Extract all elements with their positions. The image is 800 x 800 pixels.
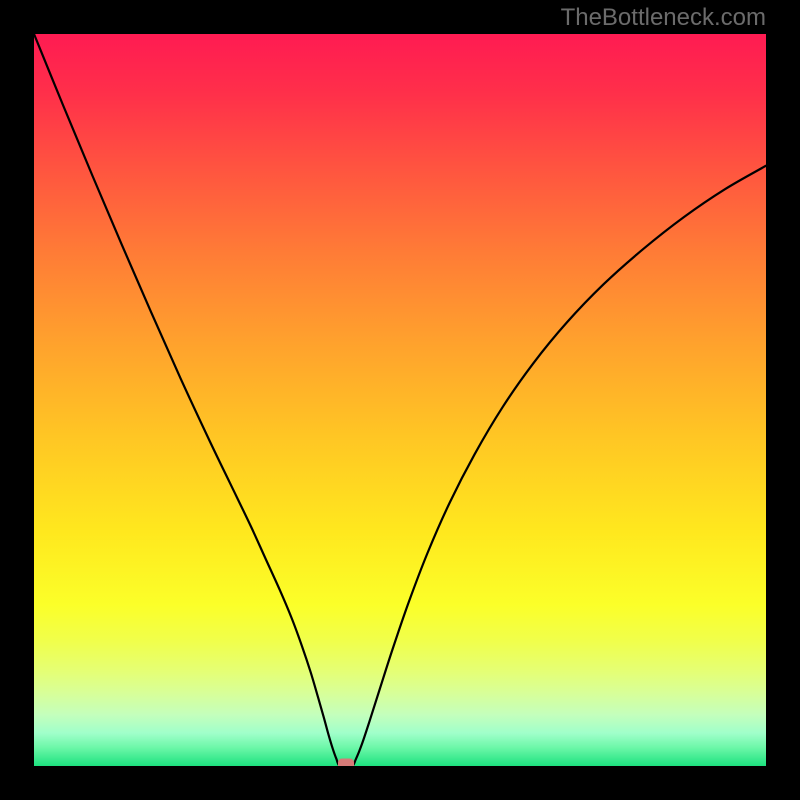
bottleneck-curve bbox=[34, 34, 766, 766]
curve-path bbox=[34, 34, 766, 766]
chart-root: TheBottleneck.com bbox=[0, 0, 800, 800]
minimum-marker bbox=[338, 759, 354, 767]
watermark-text: TheBottleneck.com bbox=[561, 4, 766, 32]
plot-area bbox=[34, 34, 766, 766]
